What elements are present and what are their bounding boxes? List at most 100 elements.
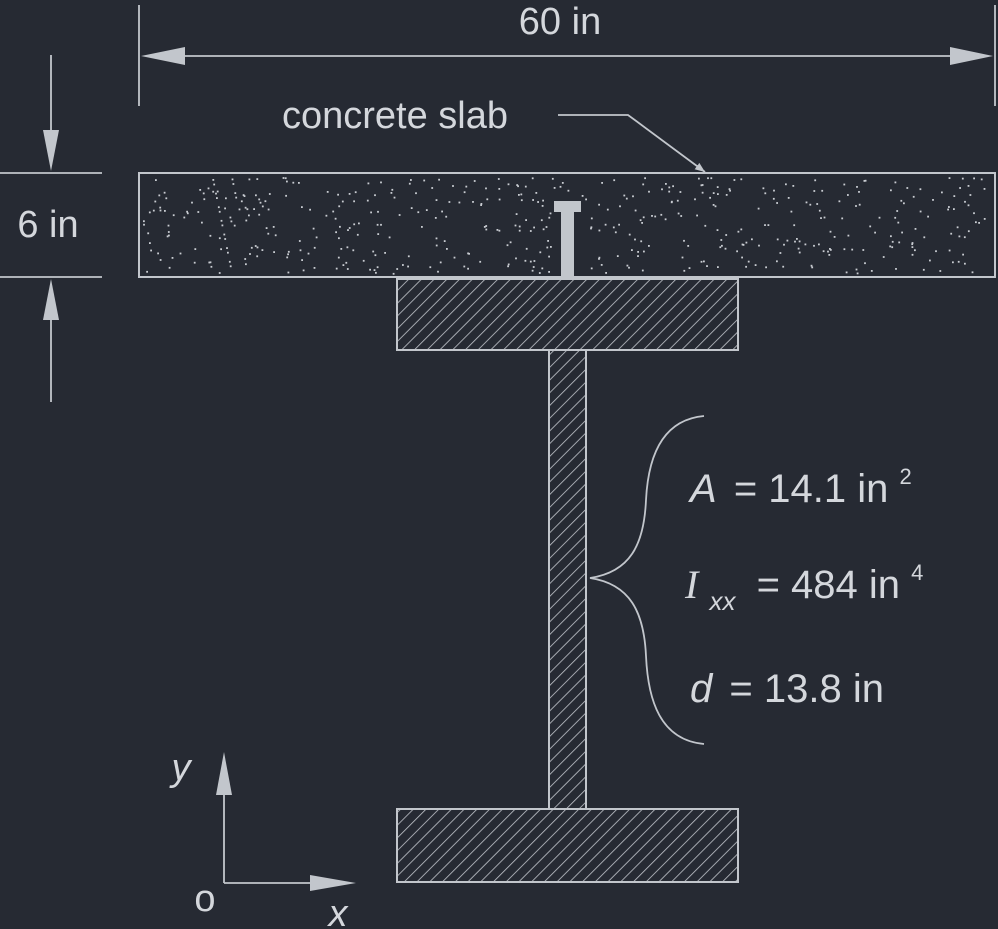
concrete-speckle <box>258 198 261 201</box>
concrete-speckle <box>604 223 607 226</box>
concrete-speckle <box>626 264 629 267</box>
concrete-speckle <box>798 251 801 254</box>
concrete-speckle <box>231 178 234 181</box>
concrete-speckle <box>978 222 980 224</box>
concrete-speckle <box>531 177 534 180</box>
concrete-speckle <box>935 250 937 253</box>
concrete-speckle <box>377 233 380 235</box>
concrete-speckle <box>764 192 767 195</box>
concrete-speckle <box>292 181 295 184</box>
concrete-speckle <box>216 197 218 199</box>
concrete-speckle <box>855 268 858 271</box>
concrete-speckle <box>601 182 603 184</box>
concrete-speckle <box>514 224 517 227</box>
concrete-speckle <box>956 226 959 229</box>
concrete-speckle <box>265 227 268 229</box>
concrete-speckle <box>352 249 355 252</box>
concrete-speckle <box>507 265 509 268</box>
section-properties: A = 14.1 in 2 I xx = 484 in 4 d = 13.8 i… <box>684 464 923 711</box>
concrete-speckle <box>261 249 264 251</box>
concrete-speckle <box>914 228 917 230</box>
concrete-speckle <box>919 210 922 213</box>
concrete-speckle <box>473 180 476 182</box>
concrete-speckle <box>259 201 262 204</box>
concrete-speckle <box>581 195 584 197</box>
concrete-speckle <box>520 193 523 196</box>
concrete-speckle <box>172 214 175 217</box>
concrete-speckle <box>313 267 316 269</box>
concrete-speckle <box>947 208 949 211</box>
concrete-speckle <box>634 238 636 241</box>
concrete-speckle <box>811 266 814 269</box>
concrete-speckle <box>255 194 257 197</box>
concrete-speckle <box>683 239 685 242</box>
concrete-speckle <box>616 255 619 257</box>
concrete-speckle <box>525 247 528 250</box>
concrete-speckle <box>286 180 288 183</box>
concrete-speckle <box>183 216 186 219</box>
concrete-speckle <box>707 177 709 180</box>
concrete-speckle <box>922 268 925 271</box>
concrete-speckle <box>537 201 539 203</box>
concrete-speckle <box>805 201 808 204</box>
concrete-speckle <box>375 271 377 274</box>
concrete-speckle <box>911 253 914 256</box>
concrete-speckle <box>959 187 961 189</box>
concrete-speckle <box>541 205 544 207</box>
concrete-speckle <box>221 224 224 227</box>
concrete-speckle <box>242 194 245 196</box>
concrete-speckle <box>864 179 867 182</box>
area-exponent: 2 <box>900 464 912 489</box>
concrete-speckle <box>740 178 743 181</box>
concrete-speckle <box>309 208 311 211</box>
concrete-speckle <box>472 201 474 203</box>
concrete-speckle <box>410 207 413 209</box>
concrete-speckle <box>518 225 521 228</box>
concrete-speckle <box>648 245 650 247</box>
concrete-speckle <box>520 199 523 202</box>
concrete-speckle <box>598 256 601 259</box>
concrete-speckle <box>524 185 527 188</box>
concrete-speckle <box>751 238 753 241</box>
concrete-speckle <box>590 226 593 229</box>
concrete-speckle <box>776 260 778 263</box>
concrete-speckle <box>150 249 152 252</box>
concrete-speckle <box>585 198 587 201</box>
concrete-speckle <box>618 223 620 226</box>
concrete-speckle <box>313 246 316 249</box>
concrete-speckle <box>194 248 197 250</box>
concrete-speckle <box>548 255 550 258</box>
concrete-speckle <box>479 260 482 263</box>
concrete-speckle <box>973 177 975 180</box>
concrete-speckle <box>605 272 607 274</box>
concrete-speckle <box>370 211 372 214</box>
depth-value: = 13.8 in <box>729 667 884 711</box>
concrete-speckle <box>641 222 643 224</box>
concrete-speckle <box>315 236 318 239</box>
concrete-speckle <box>168 234 170 237</box>
concrete-speckle <box>776 202 778 204</box>
concrete-speckle <box>855 205 857 207</box>
concrete-speckle <box>672 185 674 188</box>
concrete-speckle <box>372 250 375 253</box>
concrete-speckle <box>890 189 892 192</box>
concrete-speckle <box>856 186 858 188</box>
concrete-speckle <box>712 192 715 194</box>
concrete-speckle <box>384 252 386 254</box>
area-value: = 14.1 in <box>734 467 889 511</box>
thickness-arrow-bottom <box>43 279 59 320</box>
concrete-speckle <box>245 219 248 222</box>
concrete-speckle <box>590 217 593 220</box>
concrete-speckle <box>541 267 544 270</box>
concrete-speckle <box>548 216 551 219</box>
concrete-speckle <box>480 204 482 206</box>
concrete-speckle <box>894 216 897 219</box>
concrete-speckle <box>973 212 975 215</box>
concrete-speckle <box>256 178 259 180</box>
concrete-speckle <box>166 235 169 238</box>
concrete-speckle <box>268 193 271 195</box>
concrete-speckle <box>234 192 237 194</box>
concrete-speckle <box>366 199 369 202</box>
concrete-speckle <box>703 260 705 263</box>
concrete-speckle <box>435 237 438 240</box>
